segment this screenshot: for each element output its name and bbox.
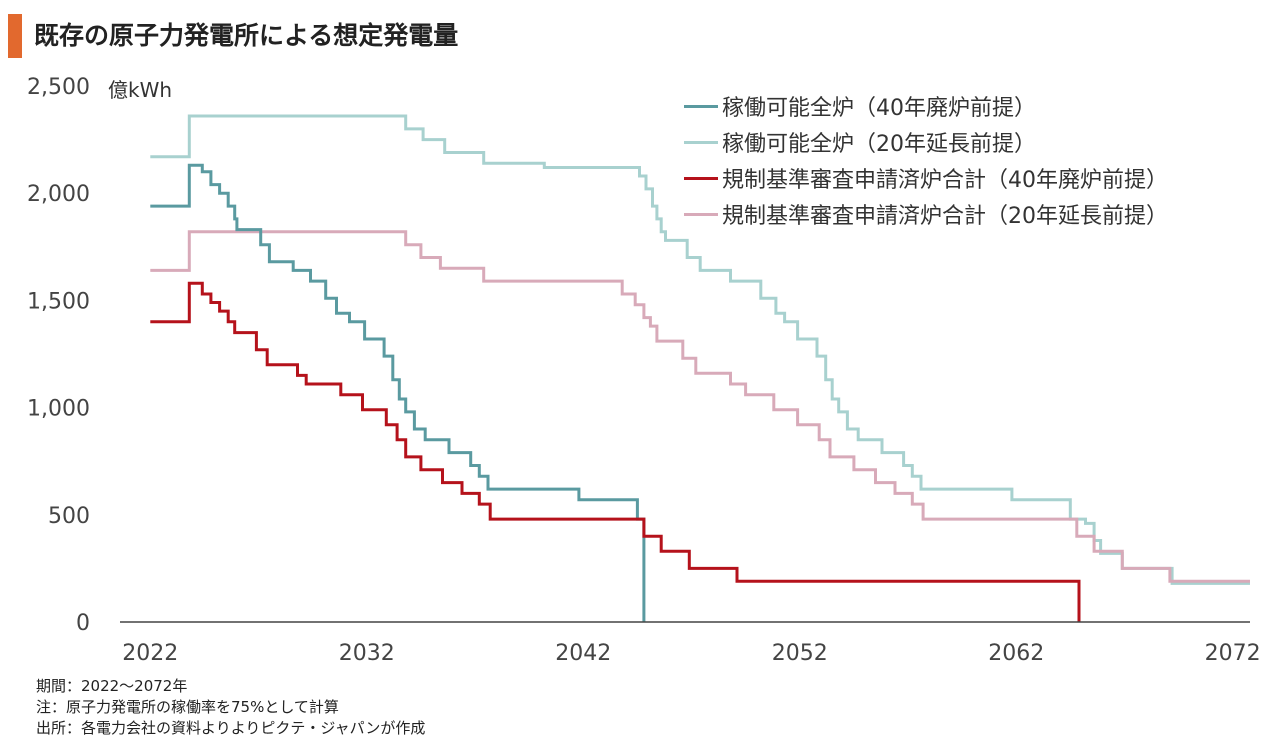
footnotes: 期間：2022～2072年 注：原子力発電所の稼働率を75%として計算 出所：各…: [36, 676, 425, 739]
legend-label: 稼働可能全炉（40年廃炉前提）: [722, 96, 1036, 121]
legend-label: 稼働可能全炉（20年延長前提）: [722, 132, 1036, 157]
x-tick-label: 2062: [988, 641, 1044, 666]
y-tick-label: 1,500: [27, 289, 90, 314]
y-tick-label: 0: [76, 611, 90, 636]
title-accent-bar: [8, 14, 22, 58]
y-tick-label: 2,500: [27, 75, 90, 100]
legend: 稼働可能全炉（40年廃炉前提） 稼働可能全炉（20年延長前提） 規制基準審査申請…: [684, 88, 1168, 232]
chart-title: 既存の原子力発電所による想定発電量: [34, 21, 459, 50]
period-note: 期間：2022～2072年: [36, 677, 188, 695]
legend-item: 規制基準審査申請済炉合計（20年延長前提）: [684, 196, 1168, 232]
legend-item: 稼働可能全炉（20年延長前提）: [684, 124, 1168, 160]
legend-item: 規制基準審査申請済炉合計（40年廃炉前提）: [684, 160, 1168, 196]
assumption-note: 注：原子力発電所の稼働率を75%として計算: [36, 698, 339, 716]
x-tick-label: 2042: [555, 641, 611, 666]
x-tick-label: 2022: [122, 641, 178, 666]
x-tick-label: 2052: [772, 641, 828, 666]
legend-swatch: [684, 212, 718, 216]
series-line: [150, 114, 1250, 585]
series-line: [150, 281, 1081, 622]
series-line: [150, 163, 646, 622]
y-tick-label: 500: [48, 504, 90, 529]
y-unit-label: 億kWh: [108, 78, 173, 102]
legend-swatch: [684, 176, 718, 180]
x-tick-label: 2032: [339, 641, 395, 666]
legend-item: 稼働可能全炉（40年廃炉前提）: [684, 88, 1168, 124]
y-tick-label: 2,000: [27, 182, 90, 207]
legend-label: 規制基準審査申請済炉合計（20年延長前提）: [722, 204, 1168, 229]
legend-swatch: [684, 104, 718, 108]
legend-swatch: [684, 140, 718, 144]
series-line: [150, 230, 1250, 583]
source-note: 出所：各電力会社の資料よりよりピクテ・ジャパンが作成: [36, 719, 426, 737]
x-tick-label: 2072: [1205, 641, 1261, 666]
legend-label: 規制基準審査申請済炉合計（40年廃炉前提）: [722, 168, 1168, 193]
y-tick-label: 1,000: [27, 397, 90, 422]
